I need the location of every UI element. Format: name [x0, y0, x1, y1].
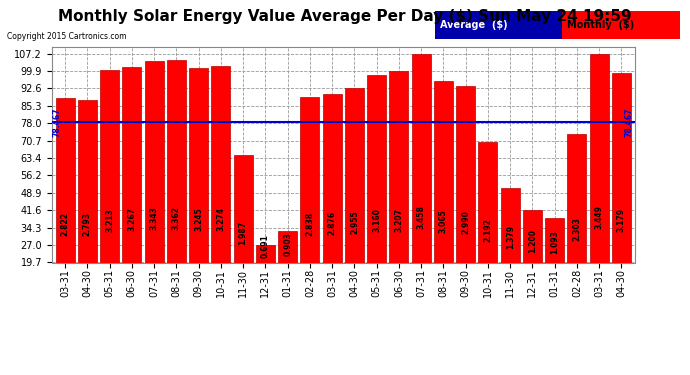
- Bar: [300, 96, 319, 309]
- Bar: [100, 70, 119, 309]
- Text: 78.467: 78.467: [53, 107, 62, 137]
- Text: 1.200: 1.200: [528, 229, 537, 253]
- Text: 3.160: 3.160: [372, 209, 381, 232]
- Text: 78.467: 78.467: [624, 107, 633, 137]
- Bar: [523, 210, 542, 309]
- Bar: [478, 142, 497, 309]
- Bar: [367, 75, 386, 309]
- Bar: [167, 60, 186, 309]
- Bar: [189, 68, 208, 309]
- Text: 0.691: 0.691: [261, 234, 270, 258]
- FancyBboxPatch shape: [562, 11, 680, 39]
- Text: Monthly  ($): Monthly ($): [567, 20, 634, 30]
- Text: 2.192: 2.192: [484, 219, 493, 243]
- Bar: [323, 94, 342, 309]
- Text: 0.903: 0.903: [283, 232, 292, 256]
- Text: 2.838: 2.838: [306, 211, 315, 236]
- Bar: [545, 217, 564, 309]
- Bar: [278, 231, 297, 309]
- Text: 3.449: 3.449: [595, 206, 604, 230]
- Text: 3.362: 3.362: [172, 206, 181, 230]
- Text: 3.267: 3.267: [128, 207, 137, 231]
- Text: Copyright 2015 Cartronics.com: Copyright 2015 Cartronics.com: [7, 32, 126, 41]
- Bar: [56, 98, 75, 309]
- Text: 1.987: 1.987: [239, 220, 248, 245]
- Bar: [234, 155, 253, 309]
- Text: 2.793: 2.793: [83, 212, 92, 236]
- FancyBboxPatch shape: [435, 11, 562, 39]
- Text: 2.990: 2.990: [461, 210, 470, 234]
- Bar: [456, 86, 475, 309]
- Bar: [612, 73, 631, 309]
- Text: Monthly Solar Energy Value Average Per Day ($) Sun May 24 19:59: Monthly Solar Energy Value Average Per D…: [58, 9, 632, 24]
- Text: 1.093: 1.093: [550, 230, 559, 254]
- Bar: [434, 81, 453, 309]
- Text: 3.343: 3.343: [150, 207, 159, 230]
- Text: 3.245: 3.245: [194, 208, 203, 231]
- Bar: [389, 72, 408, 309]
- Text: Average  ($): Average ($): [440, 20, 507, 30]
- Bar: [211, 66, 230, 309]
- Text: 2.303: 2.303: [573, 217, 582, 241]
- Text: 2.955: 2.955: [350, 211, 359, 234]
- Text: 3.274: 3.274: [217, 207, 226, 231]
- Bar: [501, 188, 520, 309]
- Text: 3.207: 3.207: [395, 208, 404, 232]
- Bar: [345, 88, 364, 309]
- Text: 3.458: 3.458: [417, 206, 426, 229]
- Bar: [122, 67, 141, 309]
- Text: 2.822: 2.822: [61, 212, 70, 236]
- Bar: [412, 54, 431, 309]
- Text: 2.876: 2.876: [328, 211, 337, 235]
- Text: 1.379: 1.379: [506, 225, 515, 249]
- Bar: [145, 62, 164, 309]
- Text: 3.179: 3.179: [617, 208, 626, 232]
- Text: 3.213: 3.213: [105, 208, 114, 232]
- Bar: [78, 100, 97, 309]
- Bar: [590, 54, 609, 309]
- Bar: [256, 245, 275, 309]
- Bar: [567, 134, 586, 309]
- Text: 3.065: 3.065: [439, 210, 448, 233]
